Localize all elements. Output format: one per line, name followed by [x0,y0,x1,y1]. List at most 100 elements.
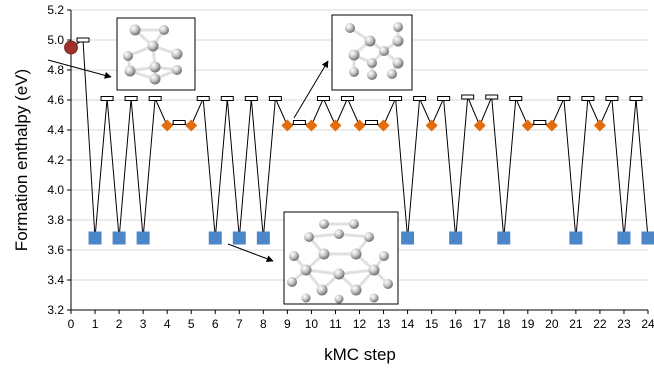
x-tick-label: 14 [401,317,415,331]
atoms [345,22,404,80]
x-tick-label: 9 [284,317,291,331]
y-tick-label: 5.0 [47,33,64,47]
blue-state-marker [208,231,222,245]
x-tick-labels: 0 1 2 3 4 5 6 7 8 9 10 11 12 13 14 15 16 17 18 19 20 21 22 23 24 [68,317,654,331]
x-tick-label: 0 [68,317,75,331]
orange-state-marker [281,119,294,132]
transition-state-marker [533,120,547,125]
transition-state-marker [485,94,499,100]
transition-state-marker [389,96,403,101]
y-tick-label: 4.0 [47,183,64,197]
x-tick-label: 16 [449,317,463,331]
orange-state-marker [593,119,606,132]
y-tick-labels: 3.2 3.4 3.6 3.8 4.0 4.2 4.4 4.6 4.8 5.0 5.2 [47,3,64,317]
x-tick-label: 2 [116,317,123,331]
orange-state-marker [161,119,174,132]
x-tick-label: 3 [140,317,147,331]
inset-blue-structure [283,211,399,305]
x-tick-label: 19 [521,317,535,331]
blue-state-marker [256,231,270,245]
transition-state-marker [268,96,282,101]
x-tick-label: 24 [641,317,654,331]
x-tick-label: 4 [164,317,171,331]
transition-state-marker [437,96,451,101]
transition-state-marker [557,96,571,101]
initial-state-marker [64,40,78,55]
x-tick-label: 21 [569,317,583,331]
inset-arrows [47,59,329,263]
blue-state-marker [449,231,463,245]
y-tick-label: 4.6 [47,93,64,107]
x-tick-label: 22 [593,317,607,331]
blue-state-marker [401,231,415,245]
atoms [123,24,183,85]
y-tick-label: 4.8 [47,63,64,77]
transition-state-marker [244,96,258,101]
orange-state-marker [425,119,438,132]
x-tick-label: 8 [260,317,267,331]
x-axis-title: kMC step [324,345,396,364]
transition-state-marker [316,96,330,101]
x-tick-label: 18 [497,317,511,331]
x-tick-label: 1 [92,317,99,331]
transition-state-marker [292,120,306,125]
x-tick-label: 20 [545,317,559,331]
inset-initial-structure [116,17,196,91]
arrow-blue-structure [227,243,274,263]
blue-state-marker [569,231,583,245]
arrow-orange-structure [293,60,329,119]
transition-state-marker [509,96,523,101]
y-tick-label: 4.4 [47,123,64,137]
axes [67,9,649,314]
arrow-initial-structure [47,59,112,79]
x-tick-label: 17 [473,317,487,331]
x-tick-label: 23 [617,317,631,331]
transition-state-marker [76,37,90,43]
x-tick-label: 12 [353,317,367,331]
transition-state-marker [100,96,114,101]
transition-state-marker [629,96,643,101]
transition-state-marker [196,96,210,101]
x-tick-label: 5 [188,317,195,331]
transition-state-marker [340,96,354,101]
inset-orange-structure [331,14,413,91]
orange-state-marker [353,119,366,132]
orange-state-marker [305,119,318,132]
y-tick-label: 3.8 [47,213,64,227]
atoms [287,219,393,304]
y-tick-label: 3.6 [47,243,64,257]
blue-state-marker [497,231,511,245]
x-tick-label: 7 [236,317,243,331]
x-tick-label: 10 [305,317,319,331]
transition-state-marker [220,96,234,101]
orange-state-marker [185,119,198,132]
x-tick-label: 15 [425,317,439,331]
blue-state-marker [617,231,631,245]
blue-state-marker [112,231,126,245]
transition-state-marker [365,120,379,125]
y-tick-label: 4.2 [47,153,64,167]
blue-state-marker [232,231,246,245]
transition-state-marker [581,96,595,101]
transition-state-marker [124,96,138,101]
x-tick-label: 13 [377,317,391,331]
y-tick-label: 5.2 [47,3,64,17]
x-tick-label: 11 [329,317,342,331]
orange-state-marker [377,119,390,132]
blue-state-marker [136,231,150,245]
transition-state-marker [413,96,427,101]
y-tick-label: 3.2 [47,303,64,317]
blue-state-marker [641,231,654,245]
orange-state-marker [329,119,342,132]
y-axis-title: Formation enthalpy (eV) [12,69,31,251]
orange-state-marker [545,119,558,132]
transition-state-marker [172,120,186,125]
blue-state-marker [88,231,102,245]
transition-state-marker [605,96,619,101]
x-tick-label: 6 [212,317,219,331]
orange-state-marker [473,119,486,132]
orange-state-marker [521,119,534,132]
data-markers [64,37,654,245]
transition-state-marker [461,94,475,100]
